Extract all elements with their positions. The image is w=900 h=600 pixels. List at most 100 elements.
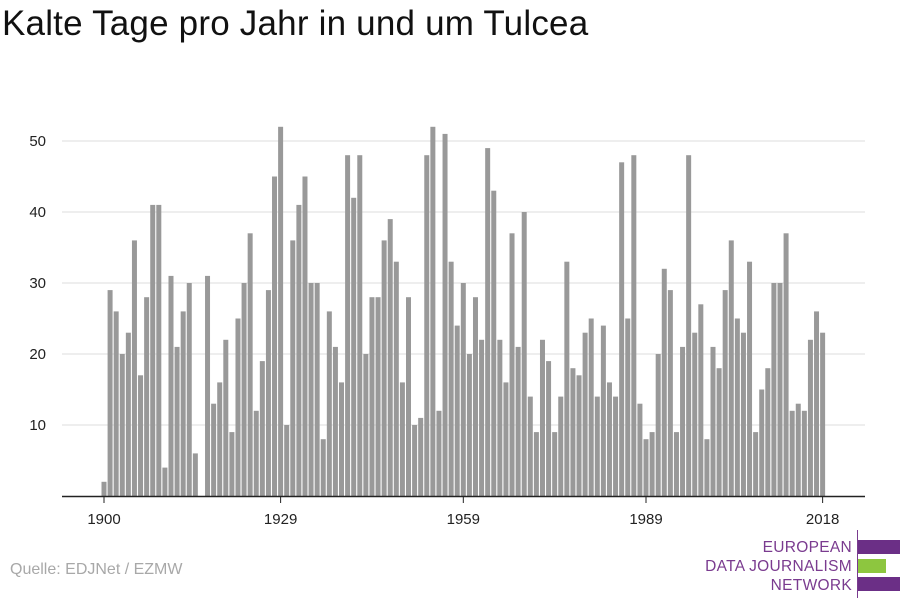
bar-1948 [393, 261, 399, 496]
bar-1976 [564, 261, 570, 496]
bar-1946 [381, 240, 387, 496]
bar-1998 [698, 304, 704, 496]
bar-1913 [180, 311, 186, 496]
bar-1991 [655, 354, 661, 496]
logo-text: EUROPEAN DATA JOURNALISM NETWORK [705, 538, 852, 595]
bar-1963 [485, 148, 491, 496]
bar-1930 [284, 425, 290, 496]
bar-1992 [661, 268, 667, 496]
bar-1938 [332, 346, 338, 496]
y-tick-label: 20 [29, 346, 46, 363]
bar-1996 [686, 155, 692, 496]
bar-1977 [570, 368, 576, 496]
bar-1910 [162, 467, 168, 496]
bar-2008 [759, 389, 765, 496]
bar-1974 [552, 432, 558, 496]
bar-1905 [131, 240, 137, 496]
source-note: Quelle: EDJNet / EZMW [10, 561, 183, 578]
logo-line-3: NETWORK [770, 577, 852, 594]
bar-1909 [156, 204, 162, 496]
bar-1986 [625, 318, 631, 496]
bar-1987 [631, 155, 637, 496]
bar-2005 [740, 332, 746, 496]
bar-1919 [217, 382, 223, 496]
bar-1901 [107, 290, 113, 496]
bar-1900 [101, 481, 107, 496]
logo-line-2: DATA JOURNALISM [705, 558, 852, 575]
bar-1988 [637, 403, 643, 496]
bar-1982 [600, 325, 606, 496]
bar-1926 [259, 361, 265, 496]
bar-2011 [777, 283, 783, 496]
bar-1999 [704, 439, 710, 496]
bar-1944 [369, 297, 375, 496]
bar-1973 [546, 361, 552, 496]
bar-1993 [667, 290, 673, 496]
bar-2001 [716, 368, 722, 496]
bar-1984 [613, 396, 619, 496]
bar-1943 [363, 354, 369, 496]
logo-divider [857, 530, 858, 598]
bar-2016 [807, 339, 813, 496]
bar-1903 [119, 354, 125, 496]
bar-1949 [399, 382, 405, 496]
bar-1965 [497, 339, 503, 496]
bar-1985 [619, 162, 625, 497]
bar-1978 [576, 375, 582, 496]
bars [101, 126, 826, 497]
bar-1934 [308, 283, 314, 496]
bar-1927 [265, 290, 271, 496]
bar-1960 [466, 354, 472, 496]
bar-1990 [649, 432, 655, 496]
bar-1942 [357, 155, 363, 496]
x-tick-label: 1959 [447, 511, 480, 528]
bar-1947 [387, 219, 393, 496]
bar-1932 [296, 204, 302, 496]
bar-1902 [113, 311, 119, 496]
edjnet-logo: EUROPEAN DATA JOURNALISM NETWORK [700, 528, 900, 598]
bar-1962 [479, 339, 485, 496]
bar-1979 [582, 332, 588, 496]
bar-1917 [205, 275, 211, 496]
bar-1981 [594, 396, 600, 496]
bar-1995 [680, 346, 686, 496]
bar-1953 [424, 155, 430, 496]
bar-1920 [223, 339, 229, 496]
bar-1928 [272, 176, 278, 496]
bar-1994 [673, 432, 679, 496]
bar-1972 [539, 339, 545, 496]
y-tick-label: 30 [29, 275, 46, 292]
bar-2003 [728, 240, 734, 496]
bar-1975 [558, 396, 564, 496]
bar-1925 [253, 410, 259, 496]
y-tick-label: 10 [29, 417, 46, 434]
bar-1945 [375, 297, 381, 496]
bar-1954 [430, 126, 436, 497]
x-tick-label: 1989 [629, 511, 662, 528]
x-tick-label: 1900 [87, 511, 120, 528]
bar-1936 [320, 439, 326, 496]
bar-1922 [235, 318, 241, 496]
bar-2014 [795, 403, 801, 496]
logo-bar-top [858, 540, 900, 554]
bar-1941 [351, 197, 357, 497]
chart-title: Kalte Tage pro Jahr in und um Tulcea [2, 4, 589, 43]
bar-1933 [302, 176, 308, 496]
y-tick-label: 40 [29, 204, 46, 221]
bar-1907 [144, 297, 150, 496]
bar-1912 [174, 346, 180, 496]
bar-1958 [454, 325, 460, 496]
bar-1906 [138, 375, 144, 496]
bar-1937 [326, 311, 332, 496]
bar-1924 [247, 233, 253, 497]
bar-1908 [150, 204, 156, 496]
bar-2018 [820, 332, 826, 496]
bar-1970 [527, 396, 533, 496]
bar-2002 [722, 290, 728, 496]
bar-1952 [418, 417, 424, 496]
bar-1923 [241, 283, 247, 496]
bar-1955 [436, 410, 442, 496]
bar-2012 [783, 233, 789, 497]
bar-2006 [747, 261, 753, 496]
